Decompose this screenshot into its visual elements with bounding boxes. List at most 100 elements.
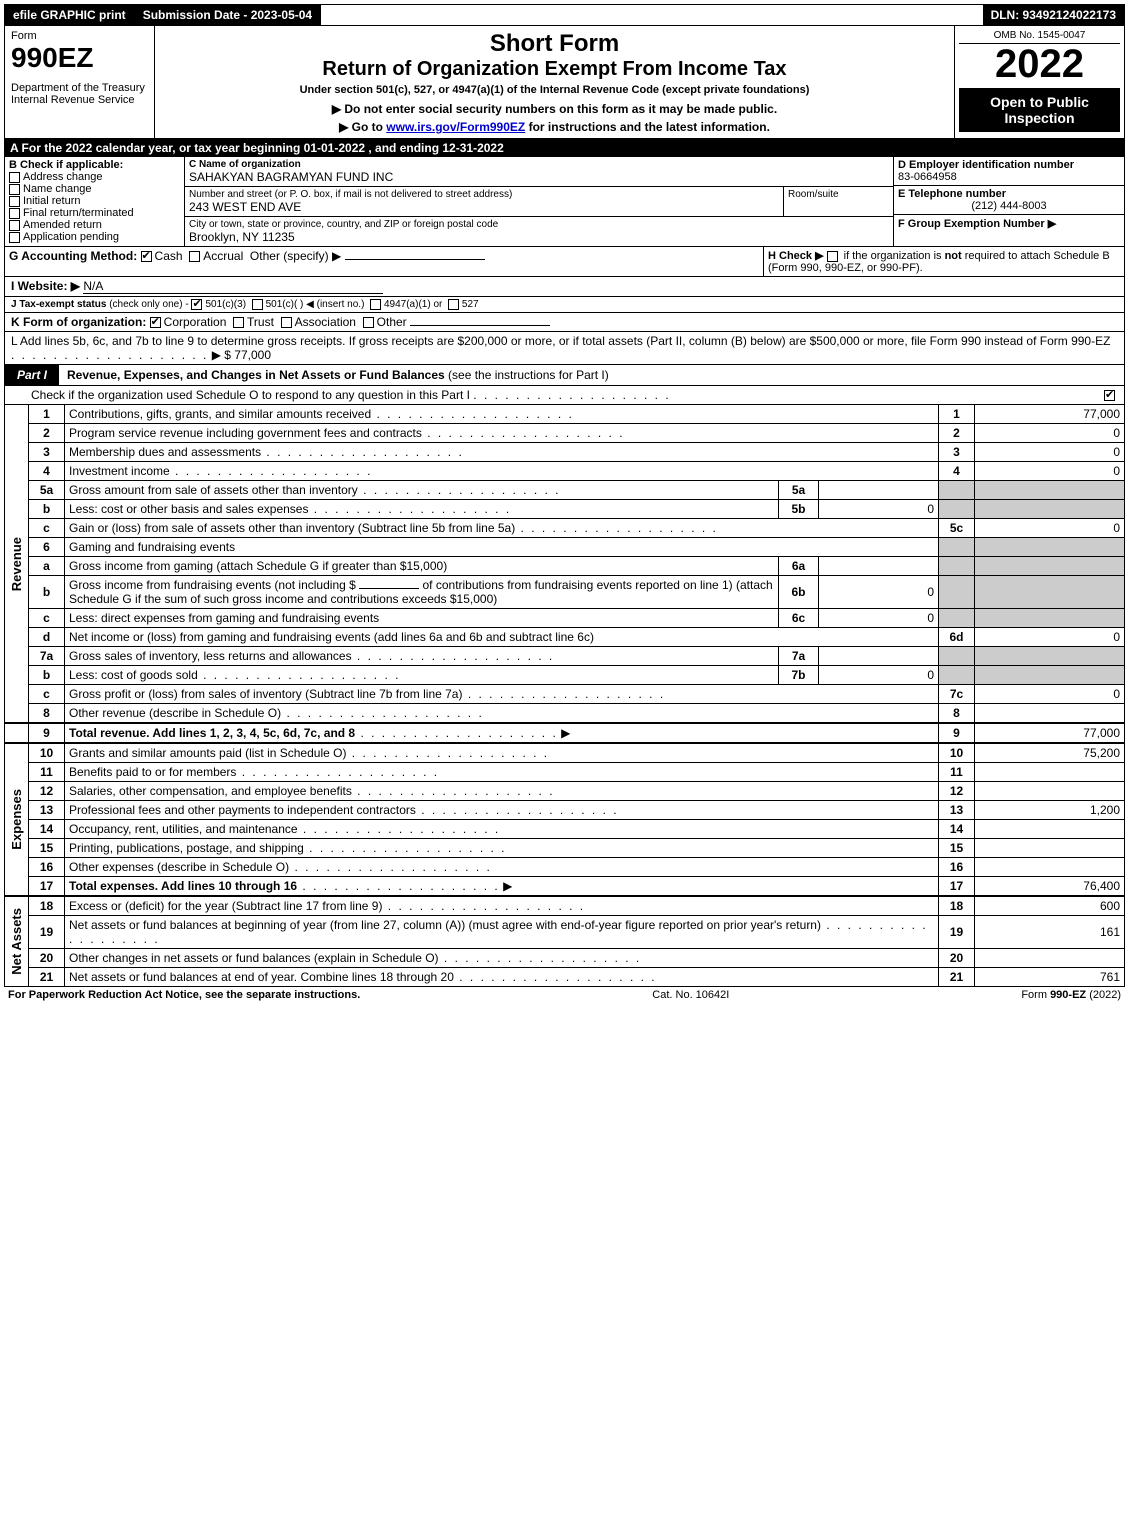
line-5b-subamt: 0: [819, 500, 939, 519]
row-7b: b Less: cost of goods sold 7b 0: [5, 666, 1125, 685]
row-5b: b Less: cost or other basis and sales ex…: [5, 500, 1125, 519]
line-10-desc: Grants and similar amounts paid (list in…: [69, 746, 346, 760]
h-label: H Check ▶: [768, 250, 824, 262]
section-c: C Name of organization SAHAKYAN BAGRAMYA…: [185, 157, 894, 246]
efile-label: efile GRAPHIC print: [5, 5, 135, 25]
b-opt-final[interactable]: Final return/terminated: [9, 207, 180, 219]
line-5b-sub: 5b: [779, 500, 819, 519]
line-5a-num: 5a: [29, 481, 65, 500]
line-4-desc: Investment income: [69, 464, 170, 478]
line-2-desc: Program service revenue including govern…: [69, 426, 422, 440]
irs-link[interactable]: www.irs.gov/Form990EZ: [386, 120, 525, 134]
footer-right-pre: Form: [1021, 989, 1050, 1001]
line-5c-refnum: 5c: [939, 519, 975, 538]
row-14: 14 Occupancy, rent, utilities, and maint…: [5, 820, 1125, 839]
line-5a-subamt: [819, 481, 939, 500]
line-20-desc: Other changes in net assets or fund bala…: [69, 951, 439, 965]
line-2-amount: 0: [975, 424, 1125, 443]
line-9-arrow-icon: ▶: [561, 726, 570, 740]
form-number: 990EZ: [11, 42, 148, 74]
line-9-refnum: 9: [939, 723, 975, 743]
g-accrual: Accrual: [203, 249, 243, 263]
g-other-input[interactable]: [345, 259, 485, 260]
row-1: Revenue 1 Contributions, gifts, grants, …: [5, 405, 1125, 424]
j-527: 527: [462, 299, 479, 310]
line-7b-sub: 7b: [779, 666, 819, 685]
k-other-checkbox[interactable]: [363, 317, 374, 328]
b-opt-initial[interactable]: Initial return: [9, 195, 180, 207]
b-opt-amended[interactable]: Amended return: [9, 219, 180, 231]
h-text-1: if the organization is: [844, 250, 945, 262]
revenue-side-label: Revenue: [9, 537, 24, 591]
g-cash-checkbox[interactable]: [141, 251, 152, 262]
return-title: Return of Organization Exempt From Incom…: [163, 58, 946, 81]
line-21-refnum: 21: [939, 968, 975, 987]
row-16: 16 Other expenses (describe in Schedule …: [5, 858, 1125, 877]
line-21-desc: Net assets or fund balances at end of ye…: [69, 970, 454, 984]
netassets-side-label: Net Assets: [9, 908, 24, 975]
line-6b-blank[interactable]: [359, 588, 419, 589]
line-15-refnum: 15: [939, 839, 975, 858]
b-opt-name[interactable]: Name change: [9, 183, 180, 195]
section-def: D Employer identification number 83-0664…: [894, 157, 1124, 246]
note-1: ▶ Do not enter social security numbers o…: [163, 102, 946, 116]
footer-left: For Paperwork Reduction Act Notice, see …: [8, 989, 360, 1001]
line-16-refnum: 16: [939, 858, 975, 877]
row-17: 17 Total expenses. Add lines 10 through …: [5, 877, 1125, 897]
note-2-pre: ▶ Go to: [339, 120, 386, 134]
line-19-amount: 161: [975, 916, 1125, 949]
c-label: C Name of organization: [189, 159, 889, 170]
k-other-input[interactable]: [410, 325, 550, 326]
b-opt-address-label: Address change: [23, 171, 103, 183]
line-7c-num: c: [29, 685, 65, 704]
k-assoc-checkbox[interactable]: [281, 317, 292, 328]
row-20: 20 Other changes in net assets or fund b…: [5, 949, 1125, 968]
g-accrual-checkbox[interactable]: [189, 251, 200, 262]
f-label: F Group Exemption Number ▶: [898, 218, 1056, 230]
line-8-amount: [975, 704, 1125, 724]
line-6d-refnum: 6d: [939, 628, 975, 647]
org-info-block: B Check if applicable: Address change Na…: [4, 157, 1125, 247]
row-4: 4 Investment income 4 0: [5, 462, 1125, 481]
part-1-check-text: Check if the organization used Schedule …: [31, 388, 470, 402]
j-4947-checkbox[interactable]: [370, 299, 381, 310]
title-block: Short Form Return of Organization Exempt…: [155, 26, 954, 138]
b-opt-address[interactable]: Address change: [9, 171, 180, 183]
city-label: City or town, state or province, country…: [189, 219, 889, 230]
line-19-num: 19: [29, 916, 65, 949]
line-12-desc: Salaries, other compensation, and employ…: [69, 784, 352, 798]
row-3: 3 Membership dues and assessments 3 0: [5, 443, 1125, 462]
line-7b-num: b: [29, 666, 65, 685]
line-15-num: 15: [29, 839, 65, 858]
b-opt-pending-label: Application pending: [23, 231, 119, 243]
j-527-checkbox[interactable]: [448, 299, 459, 310]
line-2-num: 2: [29, 424, 65, 443]
h-not: not: [945, 250, 962, 262]
part-1-schedule-o-checkbox[interactable]: [1104, 390, 1115, 401]
line-17-num: 17: [29, 877, 65, 897]
h-checkbox[interactable]: [827, 251, 838, 262]
g-cash: Cash: [155, 249, 183, 263]
line-6c-num: c: [29, 609, 65, 628]
l-text: L Add lines 5b, 6c, and 7b to line 9 to …: [11, 334, 1110, 348]
line-5a-sub: 5a: [779, 481, 819, 500]
line-12-refnum: 12: [939, 782, 975, 801]
line-6c-sub: 6c: [779, 609, 819, 628]
line-1-num: 1: [29, 405, 65, 424]
j-501c3: 501(c)(3): [205, 299, 246, 310]
row-2: 2 Program service revenue including gove…: [5, 424, 1125, 443]
line-5b-desc: Less: cost or other basis and sales expe…: [69, 502, 308, 516]
row-8: 8 Other revenue (describe in Schedule O)…: [5, 704, 1125, 724]
k-trust-checkbox[interactable]: [233, 317, 244, 328]
row-7c: c Gross profit or (loss) from sales of i…: [5, 685, 1125, 704]
b-opt-pending[interactable]: Application pending: [9, 231, 180, 243]
line-7a-desc: Gross sales of inventory, less returns a…: [69, 649, 352, 663]
k-corp-checkbox[interactable]: [150, 317, 161, 328]
j-501c-checkbox[interactable]: [252, 299, 263, 310]
line-6a-subamt: [819, 557, 939, 576]
line-15-amount: [975, 839, 1125, 858]
part-1-title-note: (see the instructions for Part I): [445, 368, 609, 382]
h-text-2: required to attach Schedule B: [962, 250, 1110, 262]
j-501c3-checkbox[interactable]: [191, 299, 202, 310]
line-6b-subamt: 0: [819, 576, 939, 609]
